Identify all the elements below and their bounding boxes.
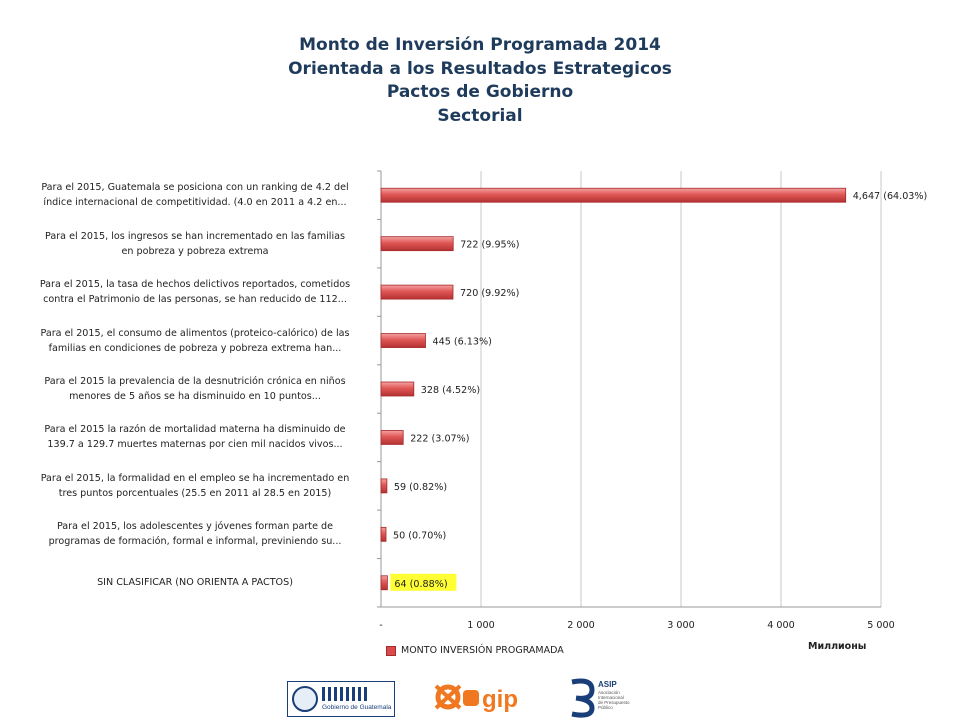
category-label-line: Para el 2015, los adolescentes y jóvenes… (56, 521, 334, 533)
category-label: Para el 2015, la tasa de hechos delictiv… (20, 277, 370, 307)
building-icon (322, 686, 368, 701)
data-label: 4,647 (64.03%) (853, 191, 928, 202)
data-label: 50 (0.70%) (393, 530, 446, 541)
category-label-line: Para el 2015 la razón de mortalidad mate… (44, 424, 346, 436)
category-label: Para el 2015, el consumo de alimentos (p… (20, 326, 370, 356)
bar (380, 381, 415, 397)
category-label-line: en pobreza y pobreza extrema (121, 245, 269, 257)
category-label: Para el 2015, la formalidad en el empleo… (20, 471, 370, 501)
legend: MONTO INVERSIÓN PROGRAMADA (386, 645, 564, 656)
category-label-line: 139.7 a 129.7 muertes maternas por cien … (47, 439, 343, 451)
category-label: Para el 2015, los adolescentes y jóvenes… (20, 519, 370, 549)
bar (380, 187, 847, 203)
category-label-line: Para el 2015 la prevalencia de la desnut… (44, 376, 346, 387)
data-label: 64 (0.88%) (394, 579, 447, 590)
x-tick-label: - (379, 620, 382, 631)
bar (380, 284, 454, 300)
bar (380, 430, 404, 445)
category-label-line: SIN CLASIFICAR (NO ORIENTA A PACTOS) (97, 577, 293, 589)
svg-text:Público: Público (598, 705, 613, 710)
legend-label: MONTO INVERSIÓN PROGRAMADA (401, 645, 564, 656)
data-label-highlight (390, 573, 457, 591)
bar (380, 526, 387, 542)
category-label-line: Para el 2015, el consumo de alimentos (p… (40, 327, 350, 339)
sigip-logo: gip (434, 684, 518, 713)
data-label: 722 (9.95%) (460, 240, 519, 251)
chart-title: Monto de Inversión Programada 2014 Orien… (0, 34, 960, 128)
bar (380, 478, 388, 494)
title-line-1: Monto de Inversión Programada 2014 (299, 35, 661, 55)
bar (380, 236, 454, 252)
category-label-line: índice internacional de competitividad. … (43, 197, 347, 209)
data-label: 720 (9.92%) (460, 288, 519, 299)
svg-text:de Presupuesto: de Presupuesto (598, 700, 630, 705)
title-line-2: Orientada a los Resultados Estrategicos (288, 58, 672, 79)
asip-logo: ASIP Asociación Internacional de Presupu… (571, 678, 630, 718)
category-label: Para el 2015, Guatemala se posiciona con… (20, 180, 370, 210)
data-label: 445 (6.13%) (433, 337, 492, 348)
data-label: 328 (4.52%) (421, 385, 480, 396)
category-label: SIN CLASIFICAR (NO ORIENTA A PACTOS) (20, 575, 370, 590)
asip-logo-text: ASIP (598, 680, 617, 689)
x-tick-label: 3 000 (667, 620, 694, 631)
bar (380, 333, 426, 348)
x-tick-label: 1 000 (467, 620, 494, 631)
svg-text:gip: gip (482, 686, 518, 713)
category-label-line: contra el Patrimonio de las personas, se… (43, 294, 347, 306)
bar (380, 575, 388, 591)
x-tick-label: 2 000 (567, 620, 594, 631)
units-label: Миллионы (808, 641, 867, 652)
title-line-3: Pactos de Gobierno (386, 82, 574, 102)
category-label-line: Para el 2015, la formalidad en el empleo… (40, 472, 350, 484)
svg-text:Asociación: Asociación (598, 690, 620, 695)
gobierno-logo-text: Gobierno de Guatemala (322, 703, 392, 711)
category-label-line: Para el 2015, la tasa de hechos delictiv… (39, 279, 351, 291)
category-label: Para el 2015 la prevalencia de la desnut… (20, 374, 370, 404)
title-line-4: Sectorial (437, 105, 523, 126)
seal-icon (292, 686, 318, 712)
category-label-line: menores de 5 años se ha disminuido en 10… (69, 391, 321, 402)
legend-swatch (386, 645, 396, 656)
x-tick-label: 5 000 (867, 620, 894, 631)
category-label: Para el 2015 la razón de mortalidad mate… (20, 422, 370, 452)
data-label: 59 (0.82%) (394, 482, 447, 493)
category-label-line: Para el 2015, los ingresos se han increm… (45, 230, 345, 242)
gobierno-guatemala-logo: Gobierno de Guatemala (287, 681, 395, 717)
category-label-line: programas de formación, formal e informa… (48, 536, 342, 548)
svg-text:Internacional: Internacional (598, 695, 624, 700)
x-tick-label: 4 000 (767, 620, 794, 631)
data-label: 222 (3.07%) (410, 433, 469, 444)
category-label: Para el 2015, los ingresos se han increm… (20, 229, 370, 259)
category-label-line: familias en condiciones de pobreza y pob… (48, 342, 342, 354)
category-label-line: tres puntos porcentuales (25.5 en 2011 a… (58, 487, 332, 499)
category-label-line: Para el 2015, Guatemala se posiciona con… (41, 182, 349, 194)
